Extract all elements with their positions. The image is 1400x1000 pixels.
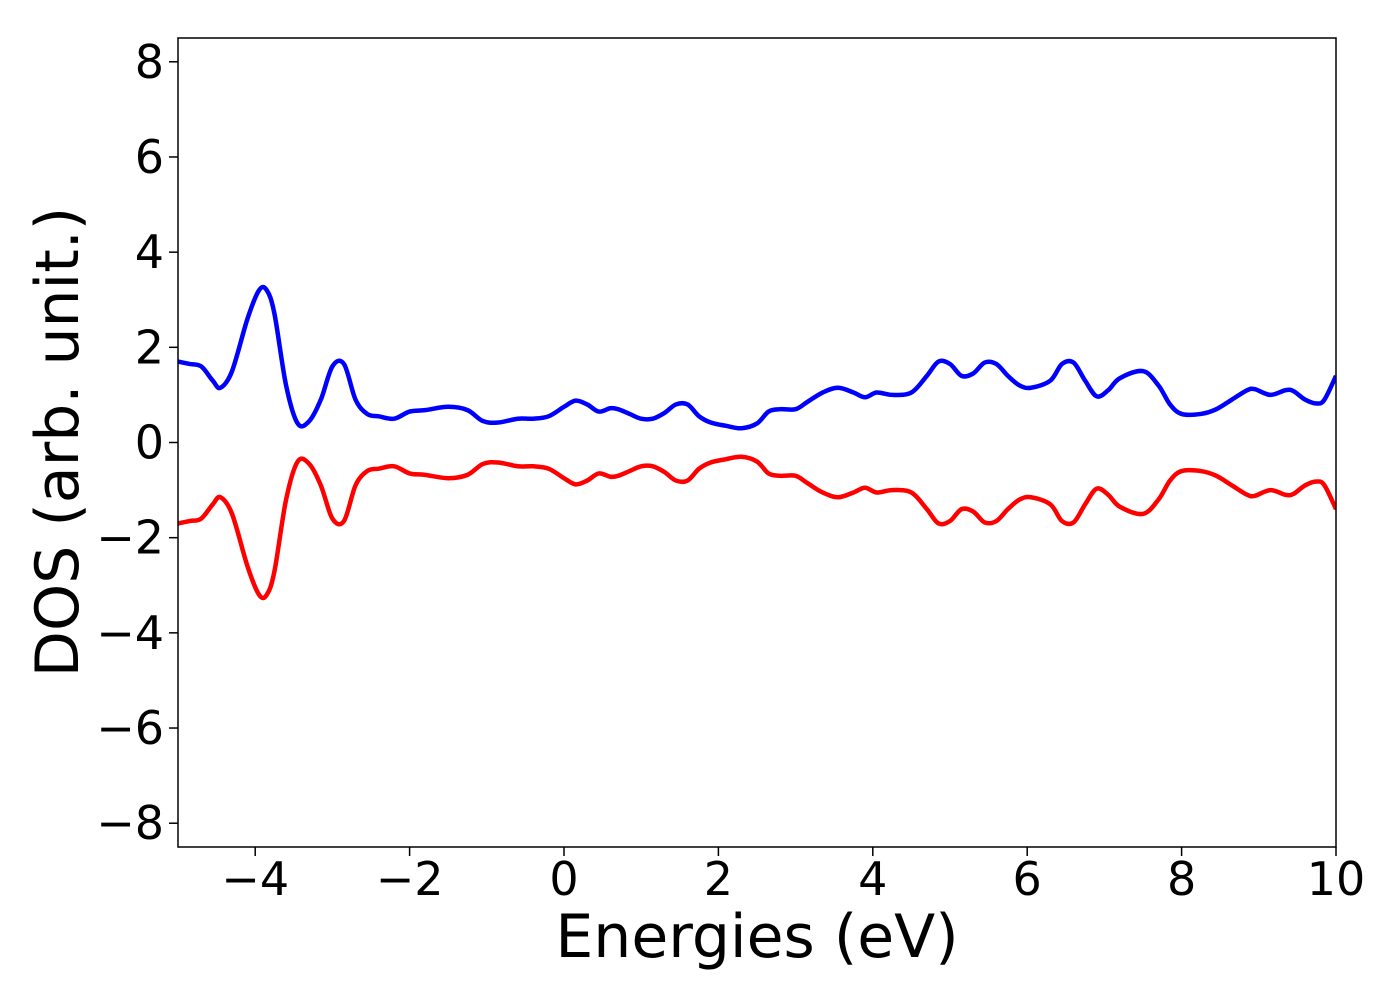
x-tick-label: 8 [1167, 852, 1196, 906]
y-tick-label: −4 [96, 606, 164, 660]
y-tick-label: 2 [135, 320, 164, 374]
plot-frame [177, 37, 1337, 848]
y-tick-label: 0 [135, 416, 164, 470]
x-tick-label: 2 [704, 852, 733, 906]
x-tick-label: 4 [858, 852, 887, 906]
x-tick-label: 6 [1013, 852, 1042, 906]
y-tick-label: 4 [135, 225, 164, 279]
y-tick-label: 6 [135, 130, 164, 184]
x-axis-label: Energies (eV) [555, 902, 958, 972]
y-tick-label: 8 [135, 35, 164, 89]
y-axis: 8 6 4 2 0 −2 −4 −6 −8 [96, 35, 178, 850]
x-tick-label: 10 [1307, 852, 1366, 906]
series-layer [178, 284, 1336, 601]
y-tick-label: −6 [96, 701, 164, 755]
x-tick-label: −4 [221, 852, 289, 906]
y-tick-label: −2 [96, 511, 164, 565]
x-axis: −4 −2 0 2 4 6 8 10 [221, 847, 1365, 906]
x-tick-label: −2 [376, 852, 444, 906]
series-line-upper [178, 284, 1336, 431]
y-tick-label: −8 [96, 796, 164, 850]
series-line-lower [178, 454, 1336, 601]
y-axis-label: DOS (arb. unit.) [23, 207, 93, 677]
x-tick-label: 0 [549, 852, 578, 906]
